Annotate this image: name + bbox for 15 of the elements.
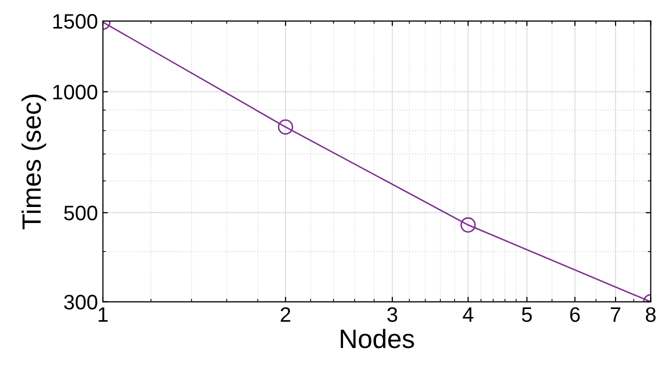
y-tick-label: 500 [64, 206, 98, 220]
x-tick-label: 6 [570, 307, 580, 322]
x-tick-label: 5 [522, 307, 532, 322]
x-tick-label: 3 [387, 307, 398, 322]
x-tick-label: 2 [280, 307, 290, 322]
y-axis-title: Times (sec) [22, 94, 46, 230]
x-axis-title: Nodes [340, 328, 414, 348]
line-series [102, 21, 651, 302]
y-tick-label: 1000 [53, 84, 98, 100]
y-tick-label: 1500 [53, 14, 98, 29]
x-tick-label: 1 [98, 307, 108, 322]
x-tick-label: 7 [610, 307, 620, 322]
y-tick-label: 300 [64, 294, 98, 310]
x-tick-label: 8 [646, 307, 656, 322]
x-tick-label: 4 [462, 307, 474, 322]
